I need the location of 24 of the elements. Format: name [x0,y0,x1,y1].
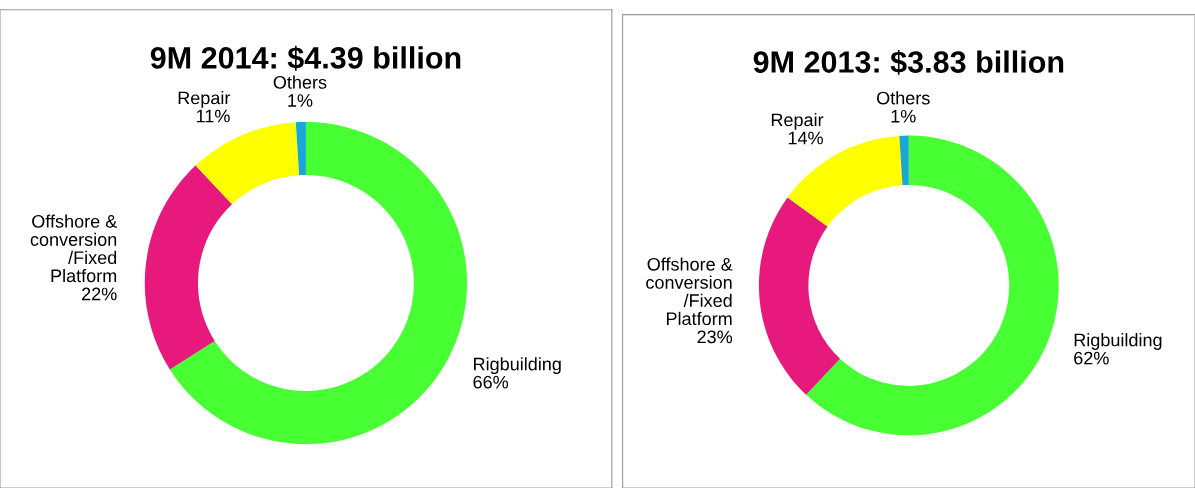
slice-label: Rigbuilding [474,357,561,374]
slice-label: Rigbuilding [1074,333,1162,350]
donut-slice [899,135,909,186]
donut-slice [295,121,306,176]
donut-slice [195,122,300,205]
data-label: 62% [1074,351,1109,365]
data-label: 1% [891,109,916,123]
slice-label: Others [877,91,930,105]
slice-label: Others [273,75,327,89]
donut-slice [169,121,468,445]
data-label: 14% [788,131,823,145]
data-label: 66% [473,375,509,389]
donut-slice [758,197,841,395]
data-label: 11% [196,109,230,123]
data-label: 23% [697,330,733,344]
slice-label: Repair [178,91,231,108]
slice-label: Offshore & conversion /Fixed Platform [30,214,117,283]
slice-label: Repair [771,113,824,130]
data-label: 22% [82,287,117,301]
slice-label: Offshore & conversion /Fixed Platform [646,257,733,326]
chart-title: 9M 2013: $3.83 billion [753,49,1064,75]
chart-title: 9M 2014: $4.39 billion [150,45,461,71]
donut-slice [144,165,233,370]
data-label: 1% [288,94,313,107]
